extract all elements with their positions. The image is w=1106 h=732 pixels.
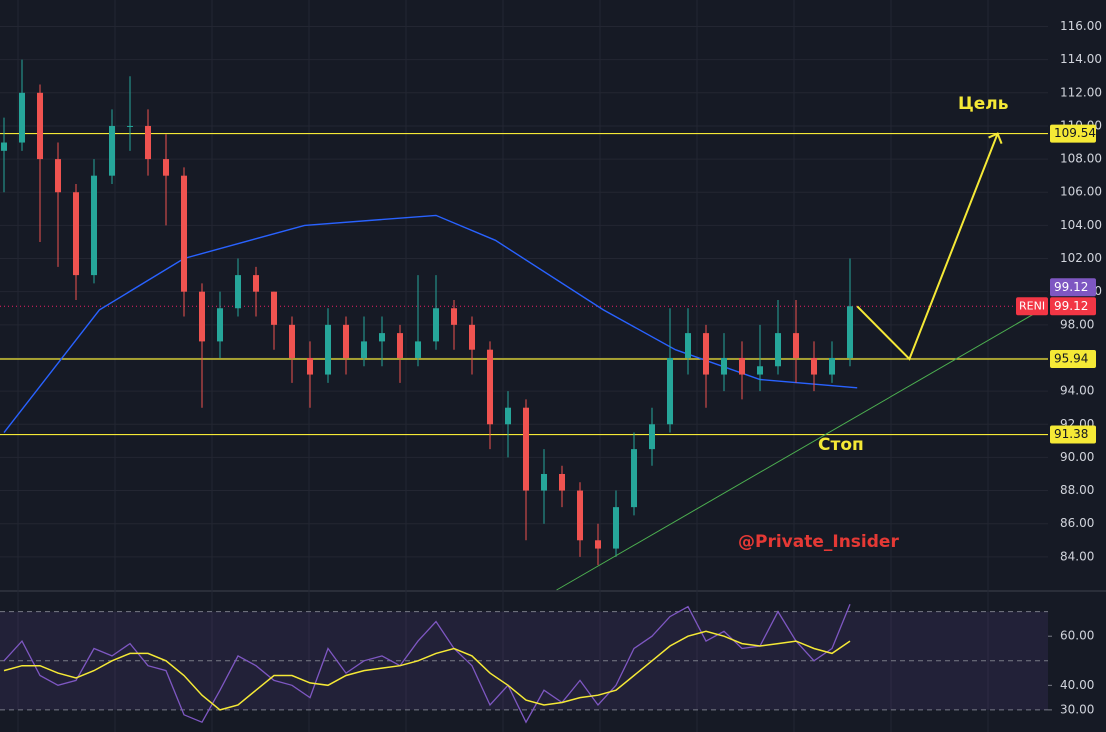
candle-body — [595, 540, 601, 549]
candle-body — [523, 407, 529, 491]
candle-body — [343, 324, 349, 358]
candle-body — [469, 324, 475, 350]
candle-body — [397, 333, 403, 358]
candle-body — [271, 291, 277, 325]
y-tick-label: 88.00 — [1060, 483, 1094, 497]
last-price-label: 99.12 — [1054, 280, 1088, 294]
candle-body — [703, 333, 709, 375]
candle-body — [829, 357, 835, 375]
candle-body — [631, 449, 637, 508]
candle-body — [433, 308, 439, 342]
symbol-label: RENI — [1019, 299, 1045, 312]
last-price-label-red-box — [1050, 297, 1096, 316]
candle-body — [487, 349, 493, 425]
candle-body — [163, 159, 169, 176]
candle-body — [577, 490, 583, 541]
y-tick-label: 84.00 — [1060, 549, 1094, 563]
watermark: @Private_Insider — [738, 532, 899, 552]
candle-body — [289, 324, 295, 358]
arrow-head — [988, 132, 1003, 144]
y-tick-label: 112.00 — [1060, 85, 1102, 99]
level-price-label: 95.94 — [1054, 351, 1088, 365]
y-tick-label: 102.00 — [1060, 251, 1102, 265]
candle-body — [811, 357, 817, 375]
level-price-label-box — [1050, 349, 1096, 368]
candle-body — [73, 192, 79, 276]
candle-body — [91, 175, 97, 276]
target-label: Цель — [958, 94, 1009, 114]
level-price-label: 91.38 — [1054, 427, 1088, 441]
y-tick-label: 114.00 — [1060, 52, 1102, 66]
candle-body — [361, 341, 367, 358]
candle-body — [775, 333, 781, 367]
candle-body — [757, 366, 763, 375]
candle-body — [379, 333, 385, 342]
stop-label: Стоп — [818, 435, 864, 455]
candle-body — [1, 142, 7, 151]
ma-line — [3, 214, 858, 434]
level-price-label-box — [1050, 124, 1096, 143]
candle-body — [793, 333, 799, 358]
candle-body — [721, 357, 727, 375]
candle-body — [667, 357, 673, 425]
candle-body — [37, 92, 43, 160]
candle-body — [541, 473, 547, 491]
y-tick-label: 104.00 — [1060, 218, 1102, 232]
y-tick-label: 106.00 — [1060, 185, 1102, 199]
candle-body — [145, 125, 151, 160]
y-tick-label: 90.00 — [1060, 450, 1094, 464]
candle-body — [451, 308, 457, 325]
y-tick-label: 94.00 — [1060, 384, 1094, 398]
y-tick-label: 108.00 — [1060, 152, 1102, 166]
symbol-box — [1016, 297, 1048, 316]
y-tick-label: 98.00 — [1060, 317, 1094, 331]
rsi-tick-label: 60.00 — [1060, 629, 1094, 643]
rsi-tick-label: 30.00 — [1060, 702, 1094, 716]
trendline — [556, 309, 1042, 591]
candle-body — [127, 125, 133, 127]
candle-body — [559, 473, 565, 491]
candle-body — [253, 275, 259, 292]
level-price-label-box — [1050, 425, 1096, 444]
candle-body — [19, 92, 25, 143]
candle-body — [649, 424, 655, 450]
candle-body — [55, 159, 61, 193]
rsi-tick-label: 40.00 — [1060, 678, 1094, 692]
candle-body — [613, 507, 619, 549]
last-price-label-red: 99.12 — [1054, 299, 1088, 313]
y-tick-label: 116.00 — [1060, 19, 1102, 33]
candle-body — [685, 333, 691, 358]
y-tick-label: 86.00 — [1060, 516, 1094, 530]
candle-body — [109, 125, 115, 176]
candle-body — [415, 341, 421, 358]
candle-body — [325, 324, 331, 375]
candle-body — [847, 306, 853, 358]
candle-body — [181, 175, 187, 292]
level-price-label: 109.54 — [1054, 126, 1096, 140]
candle-body — [199, 291, 205, 342]
rsi-line — [3, 604, 851, 724]
projection-arrow — [856, 133, 999, 361]
candle-body — [505, 407, 511, 425]
candle-body — [739, 357, 745, 375]
candle-body — [217, 308, 223, 342]
candle-body — [307, 357, 313, 375]
candle-body — [235, 275, 241, 309]
rsi-ma-line — [3, 630, 851, 711]
last-price-label-box — [1050, 278, 1096, 297]
